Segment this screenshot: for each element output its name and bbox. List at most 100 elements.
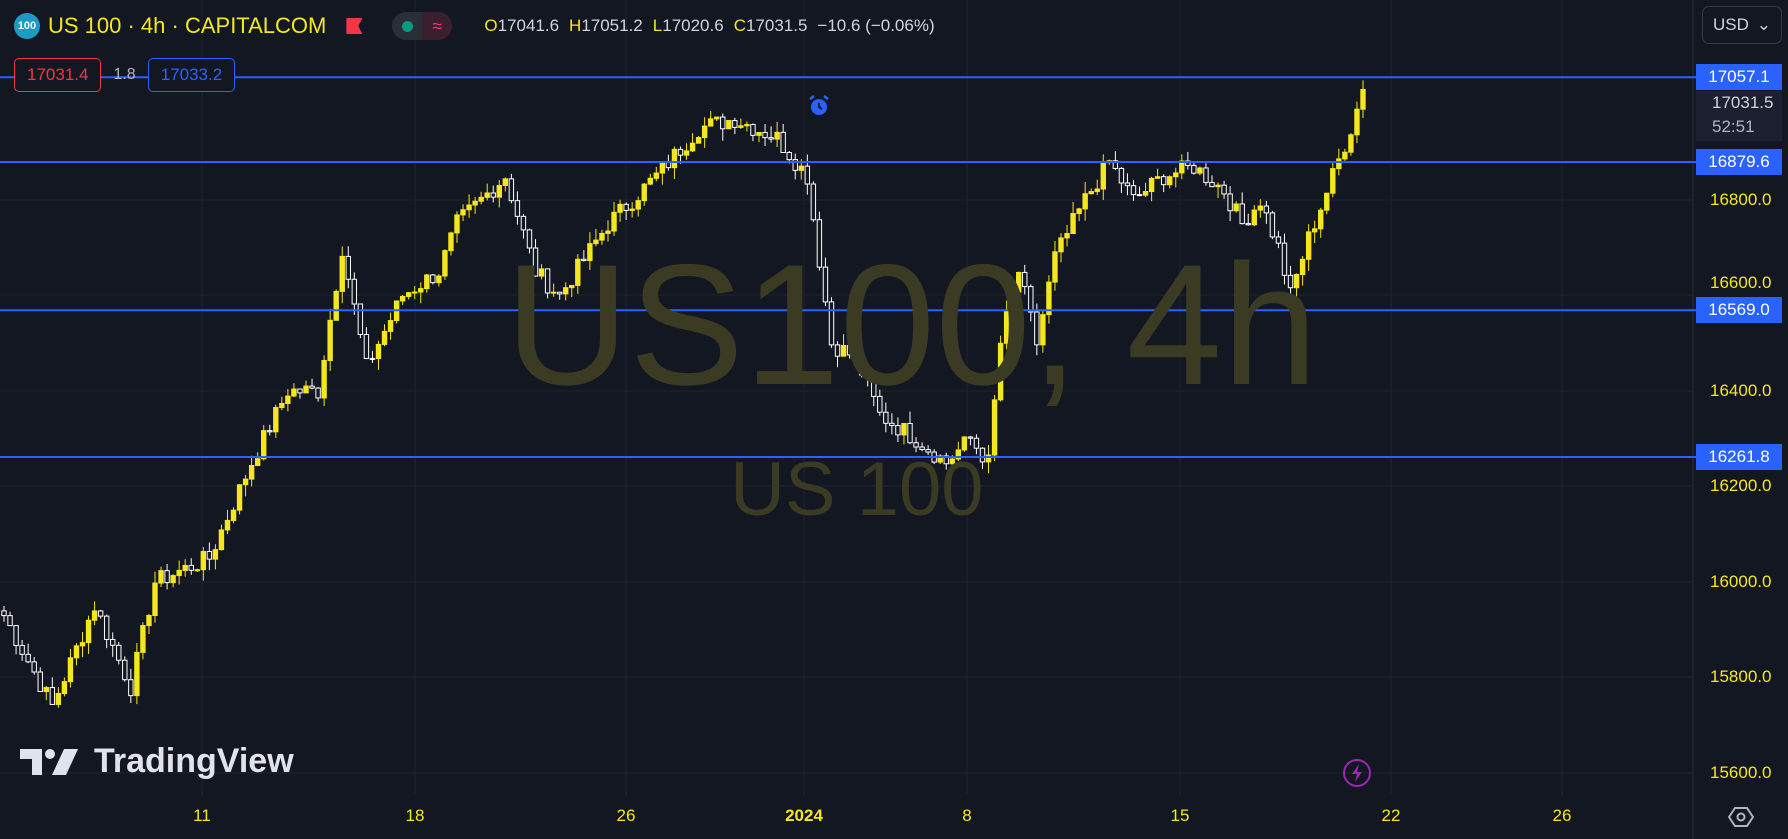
candle-body: [490, 192, 496, 198]
candle-body: [1299, 258, 1306, 276]
candle-body: [309, 385, 315, 389]
lightning-icon[interactable]: [1342, 758, 1372, 788]
candle-body: [1136, 194, 1143, 197]
candle-body: [575, 258, 581, 286]
candle-body: [351, 278, 358, 305]
candle-body: [315, 387, 321, 399]
candle-body: [937, 455, 943, 463]
candle-body: [188, 564, 194, 571]
flag-icon[interactable]: [346, 18, 363, 34]
candle-body: [520, 215, 527, 231]
candle-body: [279, 402, 285, 409]
candle-body: [1173, 172, 1179, 178]
level-price-label[interactable]: 16261.8: [1696, 444, 1782, 470]
settings-icon[interactable]: [1728, 806, 1754, 828]
candle-body: [285, 395, 291, 404]
candle-body: [1324, 192, 1330, 211]
candle-body: [170, 575, 176, 584]
candle-body: [1064, 233, 1070, 239]
alarm-clock-icon[interactable]: [807, 94, 831, 118]
candle-body: [49, 687, 56, 705]
symbol-title[interactable]: US 100 · 4h · CAPITALCOM: [48, 13, 327, 38]
candle-body: [991, 399, 998, 456]
candle-body: [1209, 181, 1215, 188]
candle-body: [1239, 203, 1245, 225]
candle-body: [925, 449, 931, 453]
candle-body: [774, 131, 780, 140]
candle-body: [955, 449, 962, 460]
candle-body: [25, 653, 31, 663]
candle-body: [13, 625, 19, 646]
candle-body: [339, 255, 345, 292]
candle-body: [587, 243, 593, 262]
candle-body: [1287, 274, 1294, 289]
level-price-label[interactable]: 16569.0: [1696, 297, 1782, 323]
candle-body: [1360, 88, 1366, 110]
candle-body: [556, 291, 563, 295]
candle-body: [961, 436, 968, 451]
time-tick-label: 18: [405, 806, 425, 825]
candle-body: [224, 519, 231, 531]
candle-body: [303, 385, 309, 394]
candle-body: [1336, 158, 1342, 170]
candle-body: [852, 352, 859, 356]
time-tick-label: 2024: [785, 806, 823, 825]
candle-body: [1082, 193, 1088, 210]
candle-body: [1318, 209, 1324, 230]
level-price-label[interactable]: 16879.6: [1696, 149, 1782, 175]
candle-body: [1034, 311, 1040, 346]
candle-body: [405, 292, 412, 297]
quote-buttons: 17031.4 1.8 17033.2: [14, 58, 236, 92]
candle-body: [858, 352, 865, 376]
symbol-logo: 100: [14, 13, 40, 39]
candle-body: [128, 679, 134, 697]
candle-body: [714, 116, 720, 120]
candle-body: [526, 229, 533, 249]
candle-body: [804, 165, 811, 185]
candle-body: [1009, 291, 1016, 313]
tradingview-logo[interactable]: TradingView: [20, 742, 294, 781]
candle-body: [176, 569, 182, 577]
buy-button[interactable]: 17033.2: [147, 58, 236, 92]
candle-body: [218, 529, 225, 551]
candle-body: [436, 275, 442, 284]
candle-body: [720, 116, 726, 130]
candle-body: [1227, 193, 1233, 212]
candle-body: [1233, 203, 1239, 212]
candle-body: [1094, 188, 1100, 193]
candle-body: [635, 200, 641, 210]
candle-body: [1052, 251, 1058, 283]
market-status[interactable]: ≈: [392, 12, 453, 40]
candle-body: [200, 551, 207, 571]
candle-body: [732, 120, 738, 128]
candle-body: [1003, 311, 1010, 344]
candle-body: [834, 344, 841, 357]
candle-body: [363, 333, 370, 359]
candle-body: [1305, 231, 1312, 260]
candle-body: [91, 610, 98, 621]
candle-body: [1028, 286, 1034, 313]
candle-body: [798, 165, 804, 171]
currency-select[interactable]: USD ⌄: [1702, 6, 1782, 44]
candle-body: [248, 464, 255, 480]
candle-body: [569, 284, 575, 289]
candle-body: [448, 232, 454, 252]
candle-body: [689, 142, 696, 152]
candle-body: [514, 200, 521, 217]
candle-body: [412, 291, 418, 294]
wave-icon: ≈: [422, 12, 453, 40]
sell-button[interactable]: 17031.4: [14, 58, 102, 92]
level-price-label[interactable]: 17057.1: [1696, 64, 1782, 90]
candle-body: [768, 137, 774, 140]
candle-body: [786, 152, 792, 161]
candle-body: [454, 214, 460, 234]
candle-body: [273, 407, 279, 433]
candle-body: [478, 196, 484, 202]
candle-body: [949, 458, 955, 465]
candle-body: [1251, 209, 1257, 226]
time-tick-label: 11: [193, 806, 211, 825]
candle-body: [641, 183, 647, 202]
candle-body: [484, 192, 490, 198]
candle-body: [695, 137, 702, 144]
